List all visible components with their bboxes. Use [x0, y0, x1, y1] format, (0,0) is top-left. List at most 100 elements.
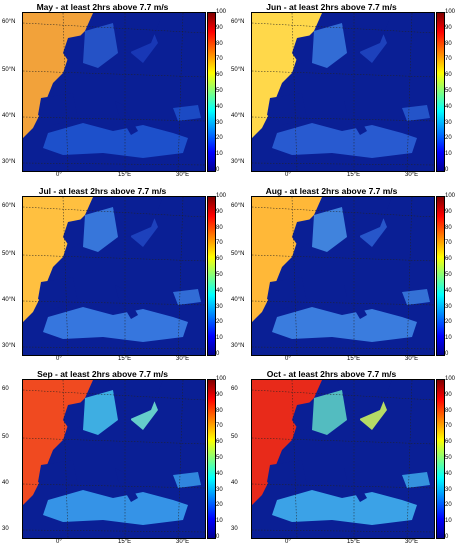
- longitude-label: 30°E: [176, 172, 190, 178]
- colorbar-tick: 70: [445, 240, 452, 247]
- colorbar-tick: 40: [445, 103, 452, 110]
- colorbar-tick: 20: [445, 135, 452, 142]
- british-isles: [63, 219, 83, 249]
- longitude-label: 30°E: [405, 356, 419, 362]
- latitude-label: 50: [231, 434, 238, 440]
- mediterranean-sea: [43, 307, 188, 342]
- colorbar-tick: 100: [216, 9, 227, 15]
- colorbar-tick: 60: [216, 439, 223, 446]
- longitude-label: 30°E: [176, 356, 190, 362]
- longitude-label: 15°E: [347, 356, 361, 362]
- latitude-label: 30°N: [2, 343, 16, 349]
- iberia: [38, 277, 78, 309]
- map-area: [22, 379, 206, 539]
- iberia: [267, 460, 307, 492]
- colorbar-tick: 70: [445, 56, 452, 63]
- scandinavia: [337, 13, 392, 53]
- colorbar-tick: 40: [216, 103, 223, 110]
- latitude-label: 40°N: [231, 113, 245, 119]
- iberia: [267, 93, 307, 125]
- iberia: [38, 93, 78, 125]
- colorbar-tick: 0: [216, 534, 220, 540]
- map-panel: Sep - at least 2hrs above 7.7 m/s 60 50 40…: [0, 367, 229, 550]
- map-area: [22, 12, 206, 172]
- colorbar-tick: 90: [216, 208, 223, 215]
- mediterranean-sea: [43, 123, 188, 158]
- colorbar-tick: 70: [216, 56, 223, 63]
- italy: [115, 285, 138, 319]
- scandinavia: [108, 197, 163, 237]
- colorbar-tick: 0: [445, 351, 449, 357]
- colorbar: [436, 379, 445, 539]
- colorbar-tick: 70: [216, 423, 223, 430]
- latitude-label: 50°N: [231, 67, 245, 73]
- colorbar: [207, 12, 216, 172]
- colorbar-tick: 30: [216, 303, 223, 310]
- map-area: [251, 379, 435, 539]
- longitude-label: 0°: [56, 356, 62, 362]
- scandinavia: [108, 13, 163, 53]
- colorbar-tick: 50: [216, 272, 223, 278]
- graticule: [23, 380, 205, 538]
- colorbar-tick: 60: [445, 72, 452, 79]
- british-isles: [63, 402, 83, 432]
- latitude-label: 40: [231, 480, 238, 486]
- longitude-label: 0°: [285, 172, 291, 178]
- colorbar-tick: 90: [216, 391, 223, 398]
- colorbar: [436, 196, 445, 356]
- colorbar-tick: 80: [445, 224, 452, 231]
- colorbar-tick: 60: [216, 72, 223, 79]
- colorbar-tick: 80: [216, 224, 223, 231]
- colorbar-tick: 90: [445, 24, 452, 31]
- longitude-label: 0°: [56, 539, 62, 545]
- colorbar-tick: 0: [445, 167, 449, 173]
- longitude-label: 0°: [285, 539, 291, 545]
- latitude-label: 30°N: [231, 159, 245, 165]
- colorbar-tick: 30: [216, 486, 223, 493]
- colorbar-tick: 0: [445, 534, 449, 540]
- longitude-label: 30°E: [405, 172, 419, 178]
- panel-title: Jun - at least 2hrs above 7.7 m/s: [266, 2, 397, 12]
- italy: [344, 101, 367, 135]
- longitude-label: 0°: [285, 356, 291, 362]
- longitude-label: 0°: [56, 172, 62, 178]
- graticule: [252, 380, 434, 538]
- colorbar-tick: 30: [445, 303, 452, 310]
- colorbar-tick: 90: [216, 24, 223, 31]
- colorbar-tick: 70: [445, 423, 452, 430]
- colorbar-tick: 100: [445, 193, 456, 199]
- latitude-label: 40°N: [231, 297, 245, 303]
- colorbar-tick: 80: [445, 40, 452, 47]
- panel-title: Jul - at least 2hrs above 7.7 m/s: [38, 186, 167, 196]
- colorbar-tick: 40: [216, 287, 223, 294]
- latitude-label: 40°N: [2, 113, 16, 119]
- british-isles: [292, 402, 312, 432]
- latitude-label: 30°N: [231, 343, 245, 349]
- longitude-label: 30°E: [176, 539, 190, 545]
- scandinavia: [108, 380, 163, 420]
- longitude-label: 15°E: [118, 356, 132, 362]
- longitude-label: 15°E: [347, 172, 361, 178]
- italy: [344, 285, 367, 319]
- italy: [344, 468, 367, 502]
- colorbar-tick: 30: [445, 486, 452, 493]
- graticule: [252, 197, 434, 355]
- colorbar-tick: 70: [216, 240, 223, 247]
- colorbar: [207, 379, 216, 539]
- latitude-label: 50°N: [231, 251, 245, 257]
- colorbar-tick: 10: [216, 151, 223, 158]
- colorbar-tick: 50: [445, 88, 452, 94]
- latitude-label: 40: [2, 480, 9, 486]
- latitude-label: 60°N: [231, 19, 245, 25]
- latitude-label: 60°N: [231, 203, 245, 209]
- latitude-label: 60°N: [2, 203, 16, 209]
- colorbar-tick: 100: [216, 193, 227, 199]
- italy: [115, 468, 138, 502]
- colorbar-tick: 40: [445, 287, 452, 294]
- scandinavia: [337, 197, 392, 237]
- latitude-label: 60°N: [2, 19, 16, 25]
- graticule: [252, 13, 434, 171]
- panel-title: Aug - at least 2hrs above 7.7 m/s: [265, 186, 398, 196]
- colorbar-tick: 40: [216, 470, 223, 477]
- colorbar: [436, 12, 445, 172]
